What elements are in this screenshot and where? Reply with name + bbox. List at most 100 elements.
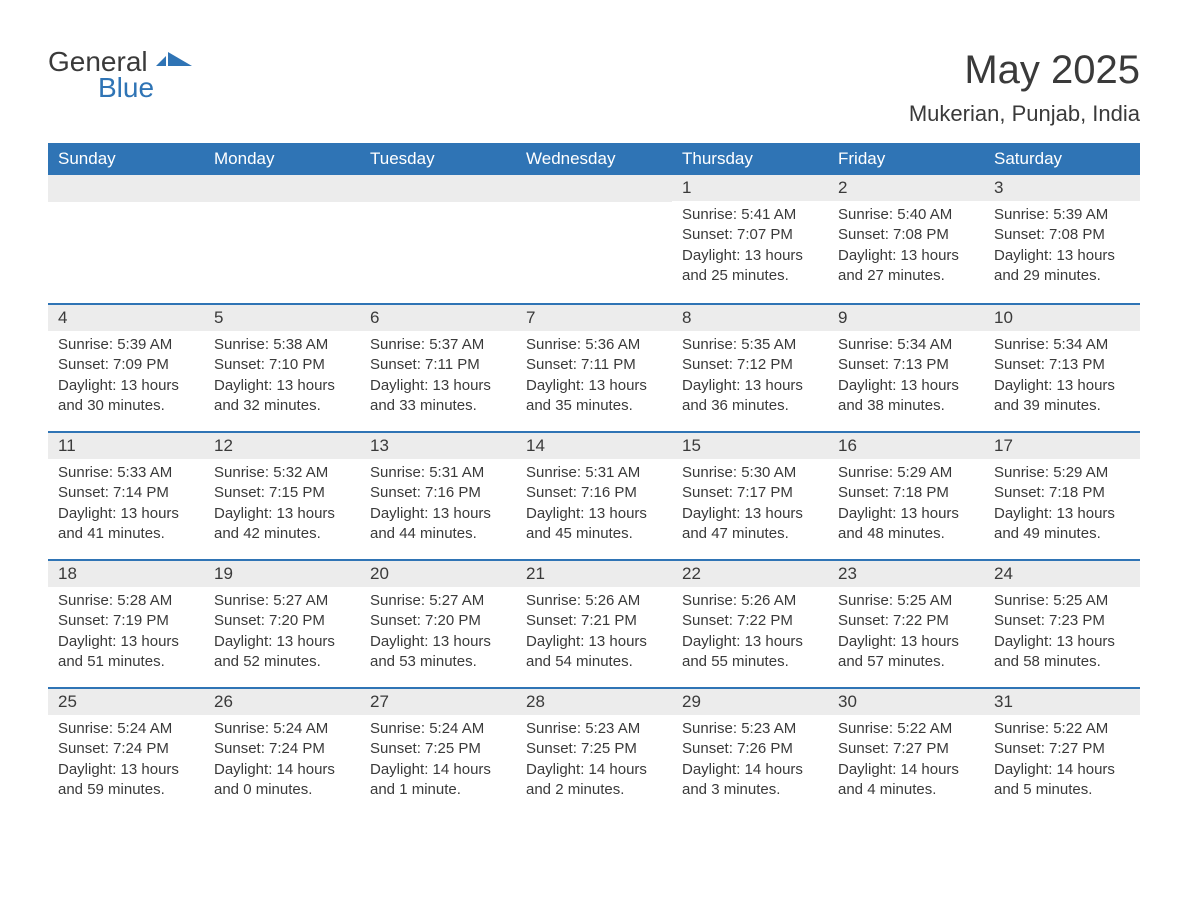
day-number: 20 [360, 559, 516, 587]
sunset-line: Sunset: 7:11 PM [526, 355, 662, 375]
sunrise-line: Sunrise: 5:23 AM [682, 719, 818, 739]
day-number: 5 [204, 303, 360, 331]
day-header-thursday: Thursday [672, 143, 828, 175]
day-cell: 1Sunrise: 5:41 AMSunset: 7:07 PMDaylight… [672, 175, 828, 303]
sunset-line: Sunset: 7:22 PM [682, 611, 818, 631]
day-number: 22 [672, 559, 828, 587]
day-header-wednesday: Wednesday [516, 143, 672, 175]
day-cell: 6Sunrise: 5:37 AMSunset: 7:11 PMDaylight… [360, 303, 516, 431]
day-body: Sunrise: 5:34 AMSunset: 7:13 PMDaylight:… [828, 331, 984, 428]
daylight-line: Daylight: 14 hours and 2 minutes. [526, 760, 662, 801]
daylight-line: Daylight: 13 hours and 32 minutes. [214, 376, 350, 417]
day-number-empty [360, 175, 516, 202]
daylight-line: Daylight: 14 hours and 1 minute. [370, 760, 506, 801]
day-cell: 29Sunrise: 5:23 AMSunset: 7:26 PMDayligh… [672, 687, 828, 815]
day-number: 18 [48, 559, 204, 587]
day-cell: 24Sunrise: 5:25 AMSunset: 7:23 PMDayligh… [984, 559, 1140, 687]
day-cell: 20Sunrise: 5:27 AMSunset: 7:20 PMDayligh… [360, 559, 516, 687]
day-number: 13 [360, 431, 516, 459]
sunrise-line: Sunrise: 5:28 AM [58, 591, 194, 611]
sunrise-line: Sunrise: 5:39 AM [994, 205, 1130, 225]
sunrise-line: Sunrise: 5:31 AM [370, 463, 506, 483]
location-subtitle: Mukerian, Punjab, India [909, 101, 1140, 127]
daylight-line: Daylight: 13 hours and 25 minutes. [682, 246, 818, 287]
day-cell: 5Sunrise: 5:38 AMSunset: 7:10 PMDaylight… [204, 303, 360, 431]
daylight-line: Daylight: 13 hours and 47 minutes. [682, 504, 818, 545]
day-header-row: Sunday Monday Tuesday Wednesday Thursday… [48, 143, 1140, 175]
daylight-line: Daylight: 14 hours and 4 minutes. [838, 760, 974, 801]
day-cell: 2Sunrise: 5:40 AMSunset: 7:08 PMDaylight… [828, 175, 984, 303]
day-body: Sunrise: 5:27 AMSunset: 7:20 PMDaylight:… [204, 587, 360, 684]
day-number: 29 [672, 687, 828, 715]
day-number: 8 [672, 303, 828, 331]
day-number: 16 [828, 431, 984, 459]
day-number: 2 [828, 175, 984, 201]
sunset-line: Sunset: 7:27 PM [994, 739, 1130, 759]
sunset-line: Sunset: 7:24 PM [58, 739, 194, 759]
sunset-line: Sunset: 7:08 PM [838, 225, 974, 245]
sunset-line: Sunset: 7:10 PM [214, 355, 350, 375]
day-body: Sunrise: 5:29 AMSunset: 7:18 PMDaylight:… [828, 459, 984, 556]
day-body: Sunrise: 5:24 AMSunset: 7:24 PMDaylight:… [48, 715, 204, 812]
sunset-line: Sunset: 7:20 PM [214, 611, 350, 631]
day-body: Sunrise: 5:28 AMSunset: 7:19 PMDaylight:… [48, 587, 204, 684]
daylight-line: Daylight: 13 hours and 57 minutes. [838, 632, 974, 673]
sunset-line: Sunset: 7:24 PM [214, 739, 350, 759]
day-body: Sunrise: 5:25 AMSunset: 7:22 PMDaylight:… [828, 587, 984, 684]
sunrise-line: Sunrise: 5:24 AM [58, 719, 194, 739]
day-body: Sunrise: 5:22 AMSunset: 7:27 PMDaylight:… [984, 715, 1140, 812]
daylight-line: Daylight: 13 hours and 39 minutes. [994, 376, 1130, 417]
daylight-line: Daylight: 13 hours and 45 minutes. [526, 504, 662, 545]
day-number: 10 [984, 303, 1140, 331]
day-cell: 16Sunrise: 5:29 AMSunset: 7:18 PMDayligh… [828, 431, 984, 559]
daylight-line: Daylight: 13 hours and 53 minutes. [370, 632, 506, 673]
day-cell: 18Sunrise: 5:28 AMSunset: 7:19 PMDayligh… [48, 559, 204, 687]
sunset-line: Sunset: 7:16 PM [526, 483, 662, 503]
sunset-line: Sunset: 7:18 PM [838, 483, 974, 503]
sunrise-line: Sunrise: 5:24 AM [370, 719, 506, 739]
week-row: 1Sunrise: 5:41 AMSunset: 7:07 PMDaylight… [48, 175, 1140, 303]
sunset-line: Sunset: 7:27 PM [838, 739, 974, 759]
day-cell: 19Sunrise: 5:27 AMSunset: 7:20 PMDayligh… [204, 559, 360, 687]
daylight-line: Daylight: 13 hours and 51 minutes. [58, 632, 194, 673]
sunset-line: Sunset: 7:08 PM [994, 225, 1130, 245]
daylight-line: Daylight: 13 hours and 27 minutes. [838, 246, 974, 287]
day-body: Sunrise: 5:40 AMSunset: 7:08 PMDaylight:… [828, 201, 984, 298]
sunset-line: Sunset: 7:23 PM [994, 611, 1130, 631]
day-cell: 27Sunrise: 5:24 AMSunset: 7:25 PMDayligh… [360, 687, 516, 815]
day-cell: 8Sunrise: 5:35 AMSunset: 7:12 PMDaylight… [672, 303, 828, 431]
day-number: 11 [48, 431, 204, 459]
sunrise-line: Sunrise: 5:32 AM [214, 463, 350, 483]
sunrise-line: Sunrise: 5:23 AM [526, 719, 662, 739]
day-header-saturday: Saturday [984, 143, 1140, 175]
day-body: Sunrise: 5:23 AMSunset: 7:26 PMDaylight:… [672, 715, 828, 812]
day-header-tuesday: Tuesday [360, 143, 516, 175]
week-row: 18Sunrise: 5:28 AMSunset: 7:19 PMDayligh… [48, 559, 1140, 687]
logo-flag-icon [156, 48, 194, 73]
sunset-line: Sunset: 7:12 PM [682, 355, 818, 375]
logo: General Blue [48, 48, 194, 104]
sunrise-line: Sunrise: 5:40 AM [838, 205, 974, 225]
day-body: Sunrise: 5:22 AMSunset: 7:27 PMDaylight:… [828, 715, 984, 812]
day-number: 24 [984, 559, 1140, 587]
day-cell: 28Sunrise: 5:23 AMSunset: 7:25 PMDayligh… [516, 687, 672, 815]
day-number: 3 [984, 175, 1140, 201]
day-body: Sunrise: 5:30 AMSunset: 7:17 PMDaylight:… [672, 459, 828, 556]
day-cell: 12Sunrise: 5:32 AMSunset: 7:15 PMDayligh… [204, 431, 360, 559]
sunrise-line: Sunrise: 5:27 AM [370, 591, 506, 611]
sunset-line: Sunset: 7:09 PM [58, 355, 194, 375]
sunrise-line: Sunrise: 5:27 AM [214, 591, 350, 611]
day-number-empty [204, 175, 360, 202]
day-number: 26 [204, 687, 360, 715]
sunset-line: Sunset: 7:22 PM [838, 611, 974, 631]
day-number: 25 [48, 687, 204, 715]
day-number: 15 [672, 431, 828, 459]
sunset-line: Sunset: 7:13 PM [994, 355, 1130, 375]
day-body: Sunrise: 5:32 AMSunset: 7:15 PMDaylight:… [204, 459, 360, 556]
sunset-line: Sunset: 7:13 PM [838, 355, 974, 375]
sunrise-line: Sunrise: 5:33 AM [58, 463, 194, 483]
sunrise-line: Sunrise: 5:29 AM [838, 463, 974, 483]
day-body: Sunrise: 5:25 AMSunset: 7:23 PMDaylight:… [984, 587, 1140, 684]
day-cell: 3Sunrise: 5:39 AMSunset: 7:08 PMDaylight… [984, 175, 1140, 303]
day-cell: 9Sunrise: 5:34 AMSunset: 7:13 PMDaylight… [828, 303, 984, 431]
